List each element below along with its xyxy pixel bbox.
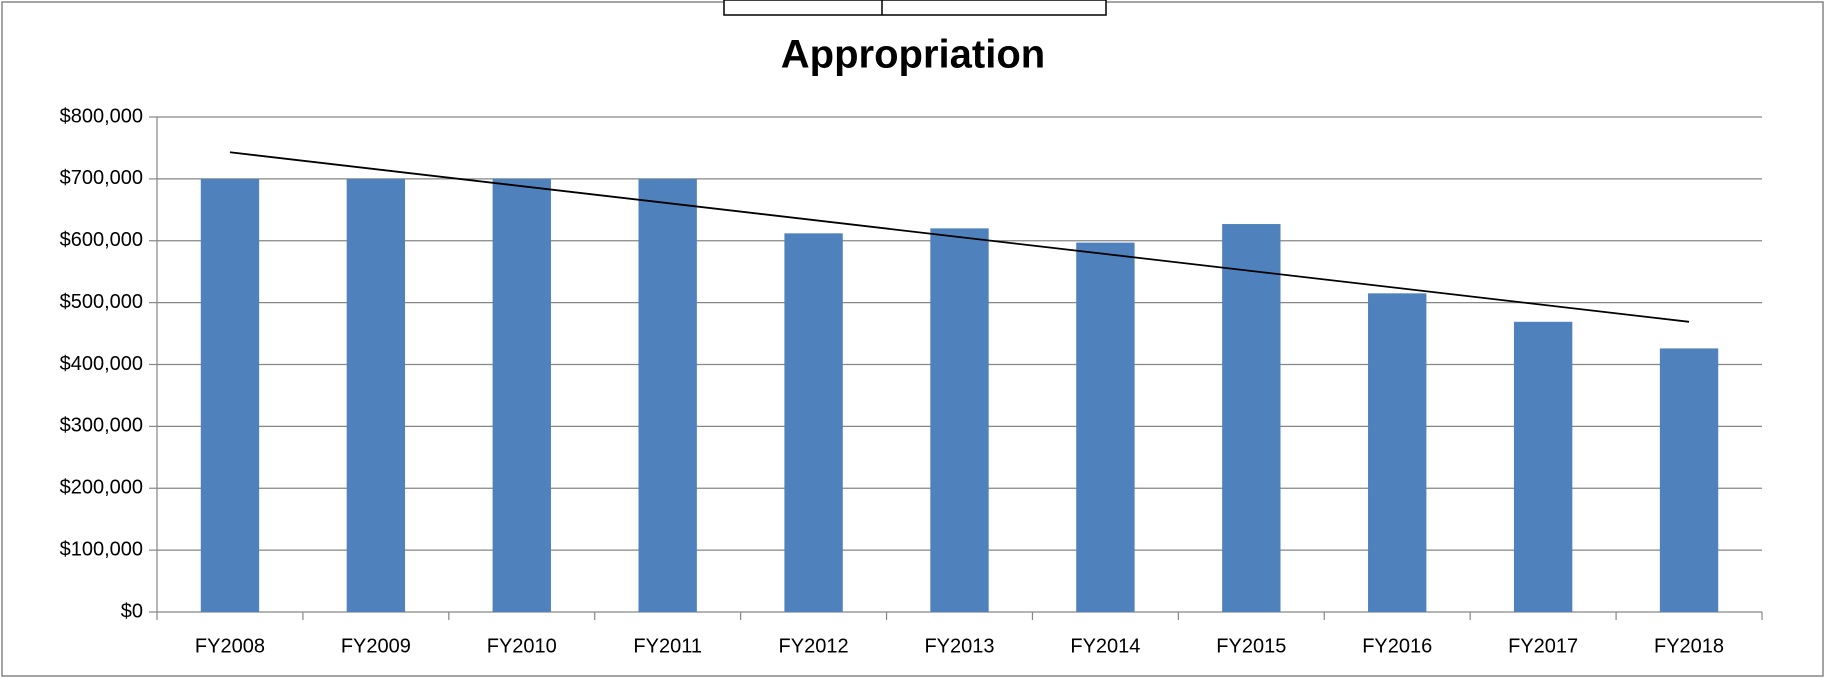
bar (784, 233, 843, 612)
y-tick-label: $500,000 (60, 291, 143, 313)
x-tick-label: FY2018 (1654, 635, 1724, 657)
trendline (229, 151, 1690, 323)
bar (1513, 321, 1573, 612)
chart-title: Appropriation (781, 33, 1045, 77)
bar (346, 178, 406, 612)
x-tick-label: FY2012 (779, 635, 849, 657)
x-tick-label: FY2010 (487, 635, 557, 657)
y-tick-label: $100,000 (60, 538, 143, 560)
bar (1659, 348, 1719, 612)
y-tick-label: $200,000 (60, 477, 143, 499)
y-tick-label: $0 (121, 600, 143, 622)
x-tick-label: FY2017 (1508, 635, 1578, 657)
bar (930, 228, 989, 612)
y-tick-label: $700,000 (60, 167, 143, 189)
x-tick-label: FY2008 (195, 635, 265, 657)
y-tick-label: $300,000 (60, 415, 143, 437)
bar (1076, 242, 1135, 612)
bar (638, 178, 697, 612)
y-tick-label: $600,000 (60, 229, 143, 251)
y-tick-label: $400,000 (60, 353, 143, 375)
top-box (723, 0, 1107, 16)
bar (200, 178, 260, 612)
x-tick-label: FY2011 (633, 635, 702, 657)
x-tick-label: FY2015 (1216, 635, 1286, 657)
bar (1222, 224, 1281, 612)
y-tick-label: $800,000 (60, 105, 143, 127)
x-tick-label: FY2014 (1070, 635, 1140, 657)
bar (492, 178, 551, 612)
x-tick-label: FY2016 (1362, 635, 1432, 657)
x-tick-label: FY2013 (924, 635, 994, 657)
bar (1368, 293, 1427, 612)
x-tick-label: FY2009 (341, 635, 411, 657)
